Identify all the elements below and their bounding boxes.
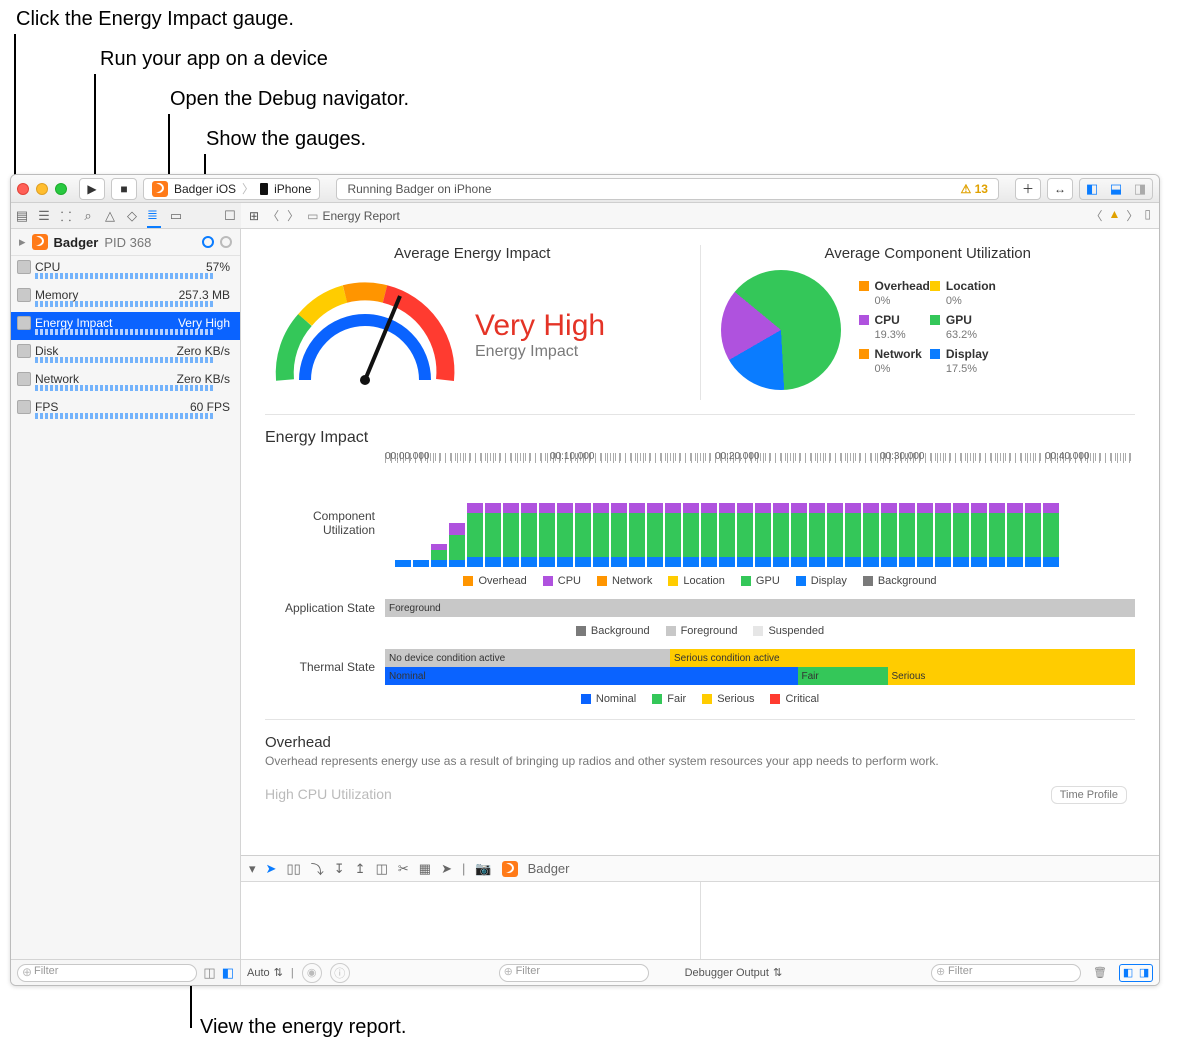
clear-console-icon[interactable]: 🗑 bbox=[1093, 966, 1107, 979]
component-pie bbox=[721, 270, 841, 390]
component-chart-legend: OverheadCPUNetworkLocationGPUDisplayBack… bbox=[265, 575, 1135, 587]
left-panel-icon: ◧ bbox=[1080, 179, 1104, 199]
gauge-row-cpu[interactable]: CPU57% bbox=[11, 256, 240, 284]
gauge-row-disk[interactable]: DiskZero KB/s bbox=[11, 340, 240, 368]
device-icon bbox=[260, 183, 268, 195]
vars-filter[interactable]: Filter bbox=[499, 964, 649, 982]
energy-level-sub: Energy Impact bbox=[475, 343, 605, 361]
find-nav-icon: ⌕ bbox=[81, 208, 95, 224]
step-out-icon[interactable]: ↥ bbox=[355, 861, 366, 877]
env-overrides-icon[interactable]: ▦ bbox=[419, 861, 431, 877]
gauge-mode-icon[interactable] bbox=[202, 236, 214, 248]
callout-view-report: View the energy report. bbox=[200, 1016, 406, 1039]
console-view[interactable] bbox=[701, 882, 1160, 959]
issue-nav-icon: △ bbox=[103, 208, 117, 224]
time-axis: 00:00.00000:10.00000:20.00000:30.00000:4… bbox=[385, 453, 1135, 473]
debug-area: ▾ ➤ ▯▯ ⤵ ↧ ↥ ◫ ✂ ▦ ➤ | 📷 Badger bbox=[241, 855, 1159, 985]
window-toolbar: ▶ ■ Badger iOS 〉 iPhone Running Badger o… bbox=[11, 175, 1159, 203]
zoom-icon[interactable] bbox=[55, 183, 67, 195]
assistant-icon: ▯ bbox=[1144, 207, 1151, 224]
print-desc-icon[interactable]: ⓘ bbox=[330, 963, 350, 983]
related-items-icon: ⊞ bbox=[249, 209, 259, 223]
pause-icon[interactable]: ▯▯ bbox=[286, 861, 300, 877]
console-filter[interactable]: Filter bbox=[931, 964, 1081, 982]
component-chart bbox=[385, 479, 1135, 567]
continue-icon[interactable]: ➤ bbox=[266, 861, 277, 877]
back-button: 〈 bbox=[267, 207, 279, 224]
thread-mode-icon[interactable] bbox=[220, 236, 232, 248]
bottom-panel-icon: ⬓ bbox=[1104, 179, 1128, 199]
symbol-nav-icon: ⸬ bbox=[59, 207, 73, 225]
step-over-icon[interactable]: ⤵ bbox=[311, 859, 324, 878]
gauge-row-fps[interactable]: FPS60 FPS bbox=[11, 396, 240, 424]
debug-nav-icon: ≣ bbox=[147, 203, 161, 228]
test-nav-icon: ◇ bbox=[125, 208, 139, 224]
variables-view[interactable] bbox=[241, 882, 701, 959]
memory-graph-icon[interactable]: ✂ bbox=[398, 861, 409, 877]
avg-energy-title: Average Energy Impact bbox=[265, 245, 680, 262]
filter-scope2-icon[interactable]: ◧ bbox=[222, 965, 234, 981]
energy-report: Average Energy Impact bbox=[241, 229, 1159, 855]
vars-scope-select[interactable]: Auto ⇅ bbox=[247, 966, 283, 979]
forward-button: 〉 bbox=[287, 207, 299, 224]
panel-toggles[interactable]: ◧ ⬓ ◨ bbox=[1079, 178, 1153, 200]
navigator-filter[interactable]: Filter bbox=[17, 964, 197, 982]
debug-pane-toggle[interactable]: ◧◨ bbox=[1119, 964, 1153, 982]
timeline-title: Energy Impact bbox=[265, 429, 1135, 447]
app-icon bbox=[152, 181, 168, 197]
jump-bar[interactable]: ⊞ 〈 〉 ▭Energy Report 〈▲〉 ▯ bbox=[241, 203, 1159, 229]
add-button[interactable]: ＋ bbox=[1015, 178, 1041, 200]
callout-energy-gauge: Click the Energy Impact gauge. bbox=[16, 8, 294, 31]
run-button[interactable]: ▶ bbox=[79, 178, 105, 200]
breakpoint-nav-icon: ▭ bbox=[169, 208, 183, 224]
high-cpu-heading: High CPU Utilization bbox=[265, 786, 392, 802]
scheme-selector[interactable]: Badger iOS 〉 iPhone bbox=[143, 178, 320, 200]
callout-run-device: Run your app on a device bbox=[100, 48, 328, 71]
overhead-title: Overhead bbox=[265, 734, 1135, 751]
filter-scope-icon[interactable]: ◫ bbox=[203, 965, 215, 981]
energy-gauge-graphic bbox=[265, 270, 465, 400]
gauge-list: CPU57%Memory257.3 MBEnergy ImpactVery Hi… bbox=[11, 256, 240, 424]
warnings-badge[interactable]: ⚠ 13 bbox=[961, 182, 988, 196]
debug-navigator: ▤ ☰ ⸬ ⌕ △ ◇ ≣ ▭ ☐ ▸ Badger PID 368 C bbox=[11, 203, 241, 985]
debug-process-label: Badger bbox=[528, 861, 570, 876]
gauge-row-memory[interactable]: Memory257.3 MB bbox=[11, 284, 240, 312]
app-icon bbox=[32, 234, 48, 250]
output-scope-select[interactable]: Debugger Output ⇅ bbox=[685, 966, 783, 979]
quicklook-icon[interactable]: ◉ bbox=[302, 963, 322, 983]
right-panel-icon: ◨ bbox=[1128, 179, 1152, 199]
component-legend: Overhead0%Location0%CPU19.3%GPU63.2%Netw… bbox=[859, 279, 1002, 381]
activity-status: Running Badger on iPhone ⚠ 13 bbox=[336, 178, 999, 200]
time-profile-button[interactable]: Time Profile bbox=[1051, 786, 1127, 804]
project-nav-icon: ▤ bbox=[15, 208, 29, 224]
gauge-row-energy-impact[interactable]: Energy ImpactVery High bbox=[11, 312, 240, 340]
energy-level-label: Very High bbox=[475, 309, 605, 343]
callout-debug-nav: Open the Debug navigator. bbox=[170, 88, 409, 111]
process-header[interactable]: ▸ Badger PID 368 bbox=[11, 229, 240, 256]
close-icon[interactable] bbox=[17, 183, 29, 195]
report-nav-icon: ☐ bbox=[223, 208, 237, 224]
screenshot-icon[interactable]: 📷 bbox=[475, 861, 491, 877]
source-nav-icon: ☰ bbox=[37, 208, 51, 224]
gauge-row-network[interactable]: NetworkZero KB/s bbox=[11, 368, 240, 396]
stop-button[interactable]: ■ bbox=[111, 178, 137, 200]
toggle-debug-icon[interactable]: ▾ bbox=[249, 861, 256, 877]
app-state-legend: BackgroundForegroundSuspended bbox=[265, 625, 1135, 637]
xcode-window: ▶ ■ Badger iOS 〉 iPhone Running Badger o… bbox=[10, 174, 1160, 986]
minimize-icon[interactable] bbox=[36, 183, 48, 195]
navigator-tabs[interactable]: ▤ ☰ ⸬ ⌕ △ ◇ ≣ ▭ ☐ bbox=[11, 203, 241, 229]
callout-show-gauges: Show the gauges. bbox=[206, 128, 366, 151]
component-utilization-track: Component Utilization bbox=[265, 479, 1135, 567]
thermal-legend: NominalFairSeriousCritical bbox=[265, 693, 1135, 705]
view-debug-icon[interactable]: ◫ bbox=[376, 861, 388, 877]
thermal-state-track: Thermal State No device condition active… bbox=[265, 649, 1135, 685]
location-sim-icon[interactable]: ➤ bbox=[441, 861, 452, 877]
overhead-text: Overhead represents energy use as a resu… bbox=[265, 754, 1135, 770]
avg-comp-title: Average Component Utilization bbox=[721, 245, 1136, 262]
step-in-icon[interactable]: ↧ bbox=[334, 861, 345, 877]
traffic-lights[interactable] bbox=[17, 183, 67, 195]
code-review-button[interactable]: ↔ bbox=[1047, 178, 1073, 200]
app-icon bbox=[502, 861, 518, 877]
app-state-track: Application State Foreground bbox=[265, 599, 1135, 617]
